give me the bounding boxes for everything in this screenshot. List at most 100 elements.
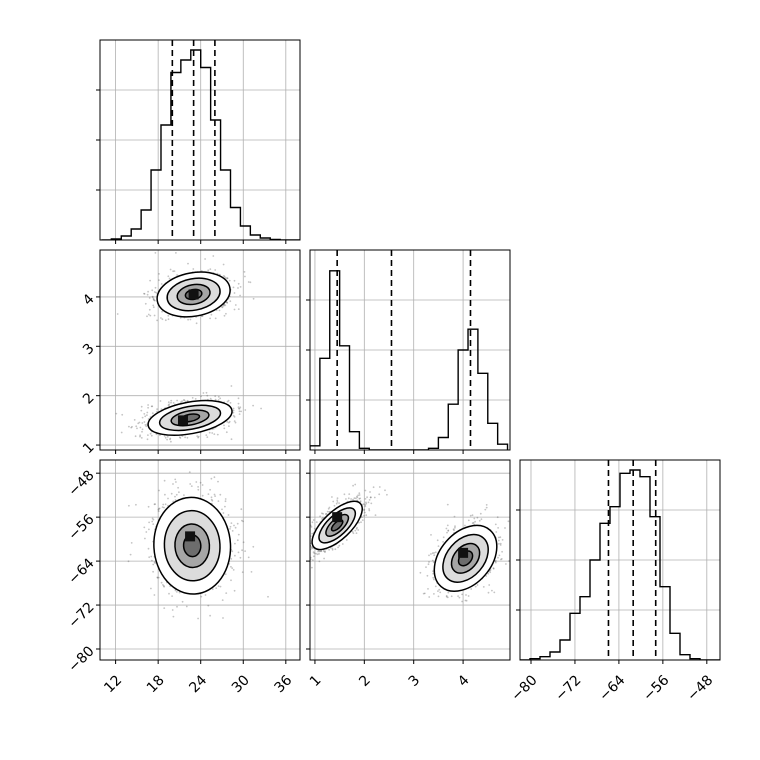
scatter-point [164,319,167,322]
scatter-point [336,497,339,500]
scatter-point [176,399,179,402]
scatter-point [338,502,340,504]
scatter-point [157,508,160,511]
scatter-point [230,385,233,387]
x-tick-label: −64 [596,672,628,704]
scatter-point [217,395,220,398]
scatter-point [204,258,207,260]
scatter-point [430,534,432,536]
scatter-point [153,314,156,317]
scatter-point [494,559,497,562]
scatter-point [335,502,338,505]
scatter-point [230,565,232,568]
scatter-point [504,527,506,529]
scatter-point [237,406,240,408]
scatter-point [498,554,501,557]
scatter-point [164,493,166,496]
scatter-point [454,526,456,529]
density-panel-param0-param1 [96,249,301,454]
scatter-point [348,493,351,495]
scatter-point [469,514,472,517]
scatter-point [148,528,150,531]
scatter-point [173,270,176,272]
scatter-point [447,530,450,532]
scatter-point [233,308,236,311]
scatter-point [437,590,439,592]
y-tick-label: 4 [80,291,98,309]
scatter-point [222,512,225,514]
scatter-point [240,508,243,511]
scatter-point [230,558,233,560]
density-clip-group [115,252,262,443]
scatter-point [312,519,315,521]
scatter-point [499,544,502,546]
y-tick-label: 1 [80,439,98,457]
scatter-point [141,422,144,424]
scatter-point [356,496,359,499]
scatter-point [356,526,358,529]
scatter-point [153,503,156,506]
scatter-point [167,318,170,321]
scatter-point [492,567,495,569]
scatter-point [237,282,240,285]
scatter-point [195,322,198,325]
scatter-point [120,431,123,434]
scatter-point [177,486,180,489]
scatter-point [210,496,213,499]
scatter-point [189,483,192,485]
scatter-point [428,561,430,563]
density-contour [176,283,211,306]
scatter-point [355,532,358,534]
scatter-point [306,555,308,557]
scatter-point [338,544,341,547]
scatter-point [131,425,133,428]
scatter-point [310,546,313,549]
scatter-point [316,553,319,556]
scatter-point [149,279,152,282]
scatter-point [234,304,237,306]
scatter-point [234,542,236,545]
scatter-point [150,434,153,437]
scatter-point [250,571,253,573]
scatter-point [234,526,237,529]
scatter-point [304,543,306,545]
scatter-point [226,277,229,280]
scatter-point [172,615,175,618]
scatter-point [155,291,158,294]
scatter-point [326,510,329,513]
scatter-point [170,399,173,402]
scatter-point [471,514,474,517]
scatter-point [457,595,459,597]
scatter-point [170,492,173,495]
scatter-point [319,550,322,553]
scatter-point [437,595,440,598]
scatter-point [500,558,503,560]
scatter-point [221,599,224,601]
scatter-point [200,595,203,598]
scatter-point [223,424,225,427]
scatter-point [423,592,426,595]
scatter-point [181,400,184,402]
scatter-point [186,399,189,402]
y-tick-label: −56 [65,511,97,543]
scatter-point [221,508,223,511]
scatter-point [191,397,194,399]
scatter-point [224,500,227,503]
scatter-point [178,436,181,439]
scatter-point [363,509,365,511]
scatter-point [201,484,204,486]
scatter-point [345,539,348,541]
scatter-point [431,552,434,555]
scatter-point [427,588,429,590]
x-tick-label: 2 [356,672,374,690]
scatter-point [267,595,269,598]
scatter-point [238,407,240,410]
scatter-point [214,395,217,398]
scatter-point [337,546,339,549]
scatter-point [190,485,193,487]
scatter-point [324,550,326,553]
x-tick-label: 24 [186,672,210,696]
scatter-point [176,605,178,608]
density-contour [318,507,357,544]
scatter-point [498,543,500,545]
